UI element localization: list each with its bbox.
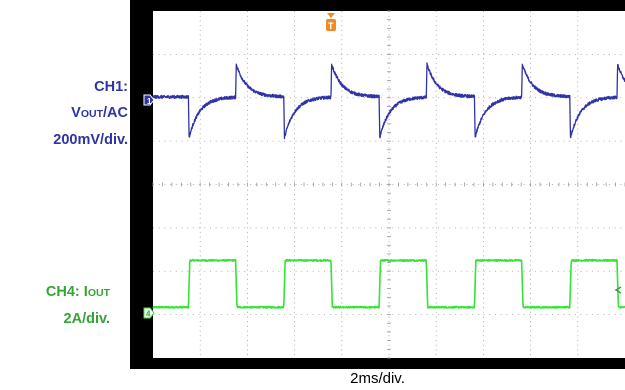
ch1-scale: 200mV/div. <box>53 132 128 148</box>
ch4-name: CH4: IOUT <box>10 279 110 306</box>
trigger-level-arrow <box>614 286 622 294</box>
ch1-marker-text: 1 <box>147 97 152 106</box>
ch1-label: CH1: VOUT/AC 200mV/div. <box>10 74 128 153</box>
ch4-label: CH4: IOUT 2A/div. <box>10 279 110 332</box>
trigger-marker: T <box>326 13 336 31</box>
ch1-ground-marker: 1 <box>143 94 155 106</box>
oscilloscope-screen: 1 4 T <box>130 0 625 369</box>
ch1-trace <box>152 62 625 140</box>
ch1-measure-main: V <box>71 105 81 121</box>
ch4-scale: 2A/div. <box>63 311 110 327</box>
grid <box>152 10 625 359</box>
ch4-name-prefix: CH4: I <box>45 284 88 300</box>
ch4-ground-marker: 4 <box>143 307 155 319</box>
ch4-name-sub: OUT <box>87 287 110 299</box>
ch1-measure-tail: /AC <box>103 105 128 121</box>
ch1-measure-sub: OUT <box>80 108 104 120</box>
timebase-label: 2ms/div. <box>350 370 405 387</box>
ch4-marker-text: 4 <box>146 310 151 319</box>
trigger-marker-text: T <box>328 21 334 31</box>
ch4-trace <box>152 258 625 309</box>
ch1-measure: VOUT/AC <box>10 100 128 127</box>
ch1-name: CH1: <box>94 79 128 95</box>
